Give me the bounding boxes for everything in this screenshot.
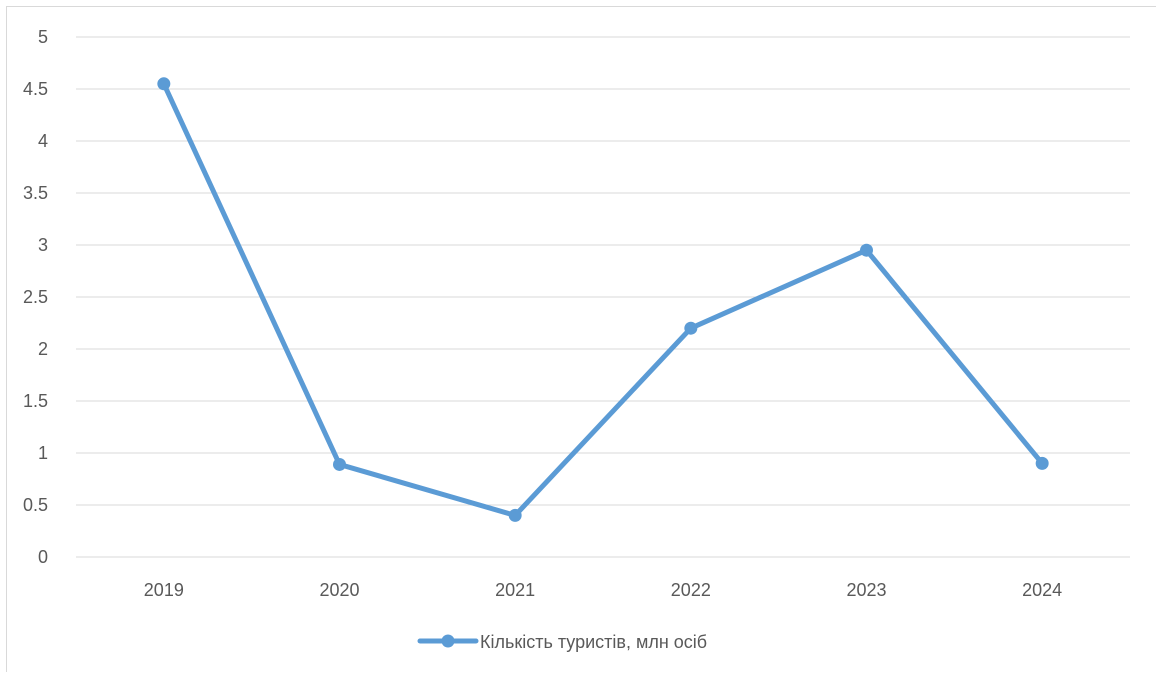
legend-marker — [441, 634, 455, 648]
y-axis-ticks: 0 0.5 1 1.5 2 2.5 3 3.5 4 4.5 5 — [23, 27, 48, 567]
data-point — [860, 243, 873, 257]
x-tick-label: 2023 — [846, 580, 886, 600]
y-tick-label: 3.5 — [23, 183, 48, 203]
y-tick-label: 0.5 — [23, 495, 48, 515]
y-tick-label: 4 — [38, 131, 48, 151]
series-line — [161, 81, 1045, 518]
y-tick-label: 1.5 — [23, 391, 48, 411]
y-tick-label: 5 — [38, 27, 48, 47]
x-tick-label: 2020 — [319, 580, 359, 600]
data-point — [333, 457, 346, 471]
data-point — [684, 321, 698, 335]
y-tick-label: 2.5 — [23, 287, 48, 307]
x-tick-label: 2021 — [495, 580, 535, 600]
x-tick-label: 2024 — [1022, 580, 1062, 600]
y-tick-label: 3 — [38, 235, 48, 255]
legend: Кількість туристів, млн осіб — [417, 632, 707, 652]
legend-label: Кількість туристів, млн осіб — [480, 632, 707, 652]
data-point — [508, 508, 522, 522]
y-tick-label: 0 — [38, 547, 48, 567]
y-tick-label: 1 — [38, 443, 48, 463]
chart-frame — [6, 6, 1156, 672]
data-point — [157, 77, 171, 91]
grid-lines — [76, 36, 1130, 558]
y-tick-label: 2 — [38, 339, 48, 359]
x-tick-label: 2022 — [671, 580, 711, 600]
x-axis-ticks: 2019 2020 2021 2022 2023 2024 — [144, 580, 1062, 600]
series — [157, 77, 1049, 522]
data-point — [1035, 456, 1049, 470]
x-tick-label: 2019 — [144, 580, 184, 600]
y-tick-label: 4.5 — [23, 79, 48, 99]
